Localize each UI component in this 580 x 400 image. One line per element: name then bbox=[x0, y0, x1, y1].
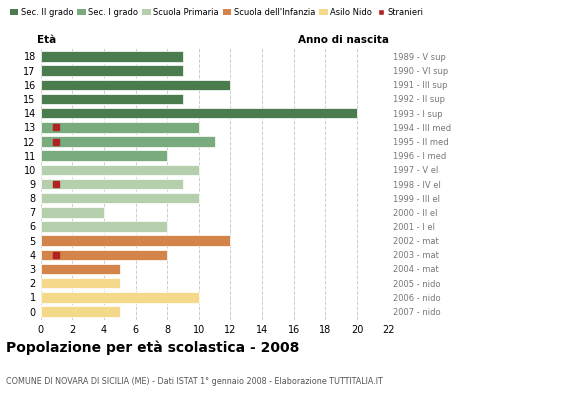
Text: Età: Età bbox=[37, 35, 56, 45]
Bar bbox=[41, 292, 199, 303]
Bar bbox=[41, 179, 183, 189]
Bar bbox=[41, 264, 119, 274]
Text: Anno di nascita: Anno di nascita bbox=[298, 35, 389, 45]
Legend: Sec. II grado, Sec. I grado, Scuola Primaria, Scuola dell'Infanzia, Asilo Nido, : Sec. II grado, Sec. I grado, Scuola Prim… bbox=[10, 8, 423, 17]
Bar bbox=[41, 136, 215, 147]
Text: Popolazione per età scolastica - 2008: Popolazione per età scolastica - 2008 bbox=[6, 340, 299, 355]
Bar bbox=[41, 235, 230, 246]
Bar bbox=[41, 306, 119, 317]
Bar bbox=[41, 108, 357, 118]
Bar bbox=[41, 51, 183, 62]
Bar bbox=[41, 65, 183, 76]
Bar bbox=[41, 250, 167, 260]
Text: COMUNE DI NOVARA DI SICILIA (ME) - Dati ISTAT 1° gennaio 2008 - Elaborazione TUT: COMUNE DI NOVARA DI SICILIA (ME) - Dati … bbox=[6, 377, 383, 386]
Bar bbox=[41, 80, 230, 90]
Bar bbox=[41, 94, 183, 104]
Bar bbox=[41, 193, 199, 204]
Bar bbox=[41, 207, 104, 218]
Bar bbox=[41, 164, 199, 175]
Bar bbox=[41, 122, 199, 133]
Bar bbox=[41, 150, 167, 161]
Bar bbox=[41, 278, 119, 288]
Bar bbox=[41, 221, 167, 232]
